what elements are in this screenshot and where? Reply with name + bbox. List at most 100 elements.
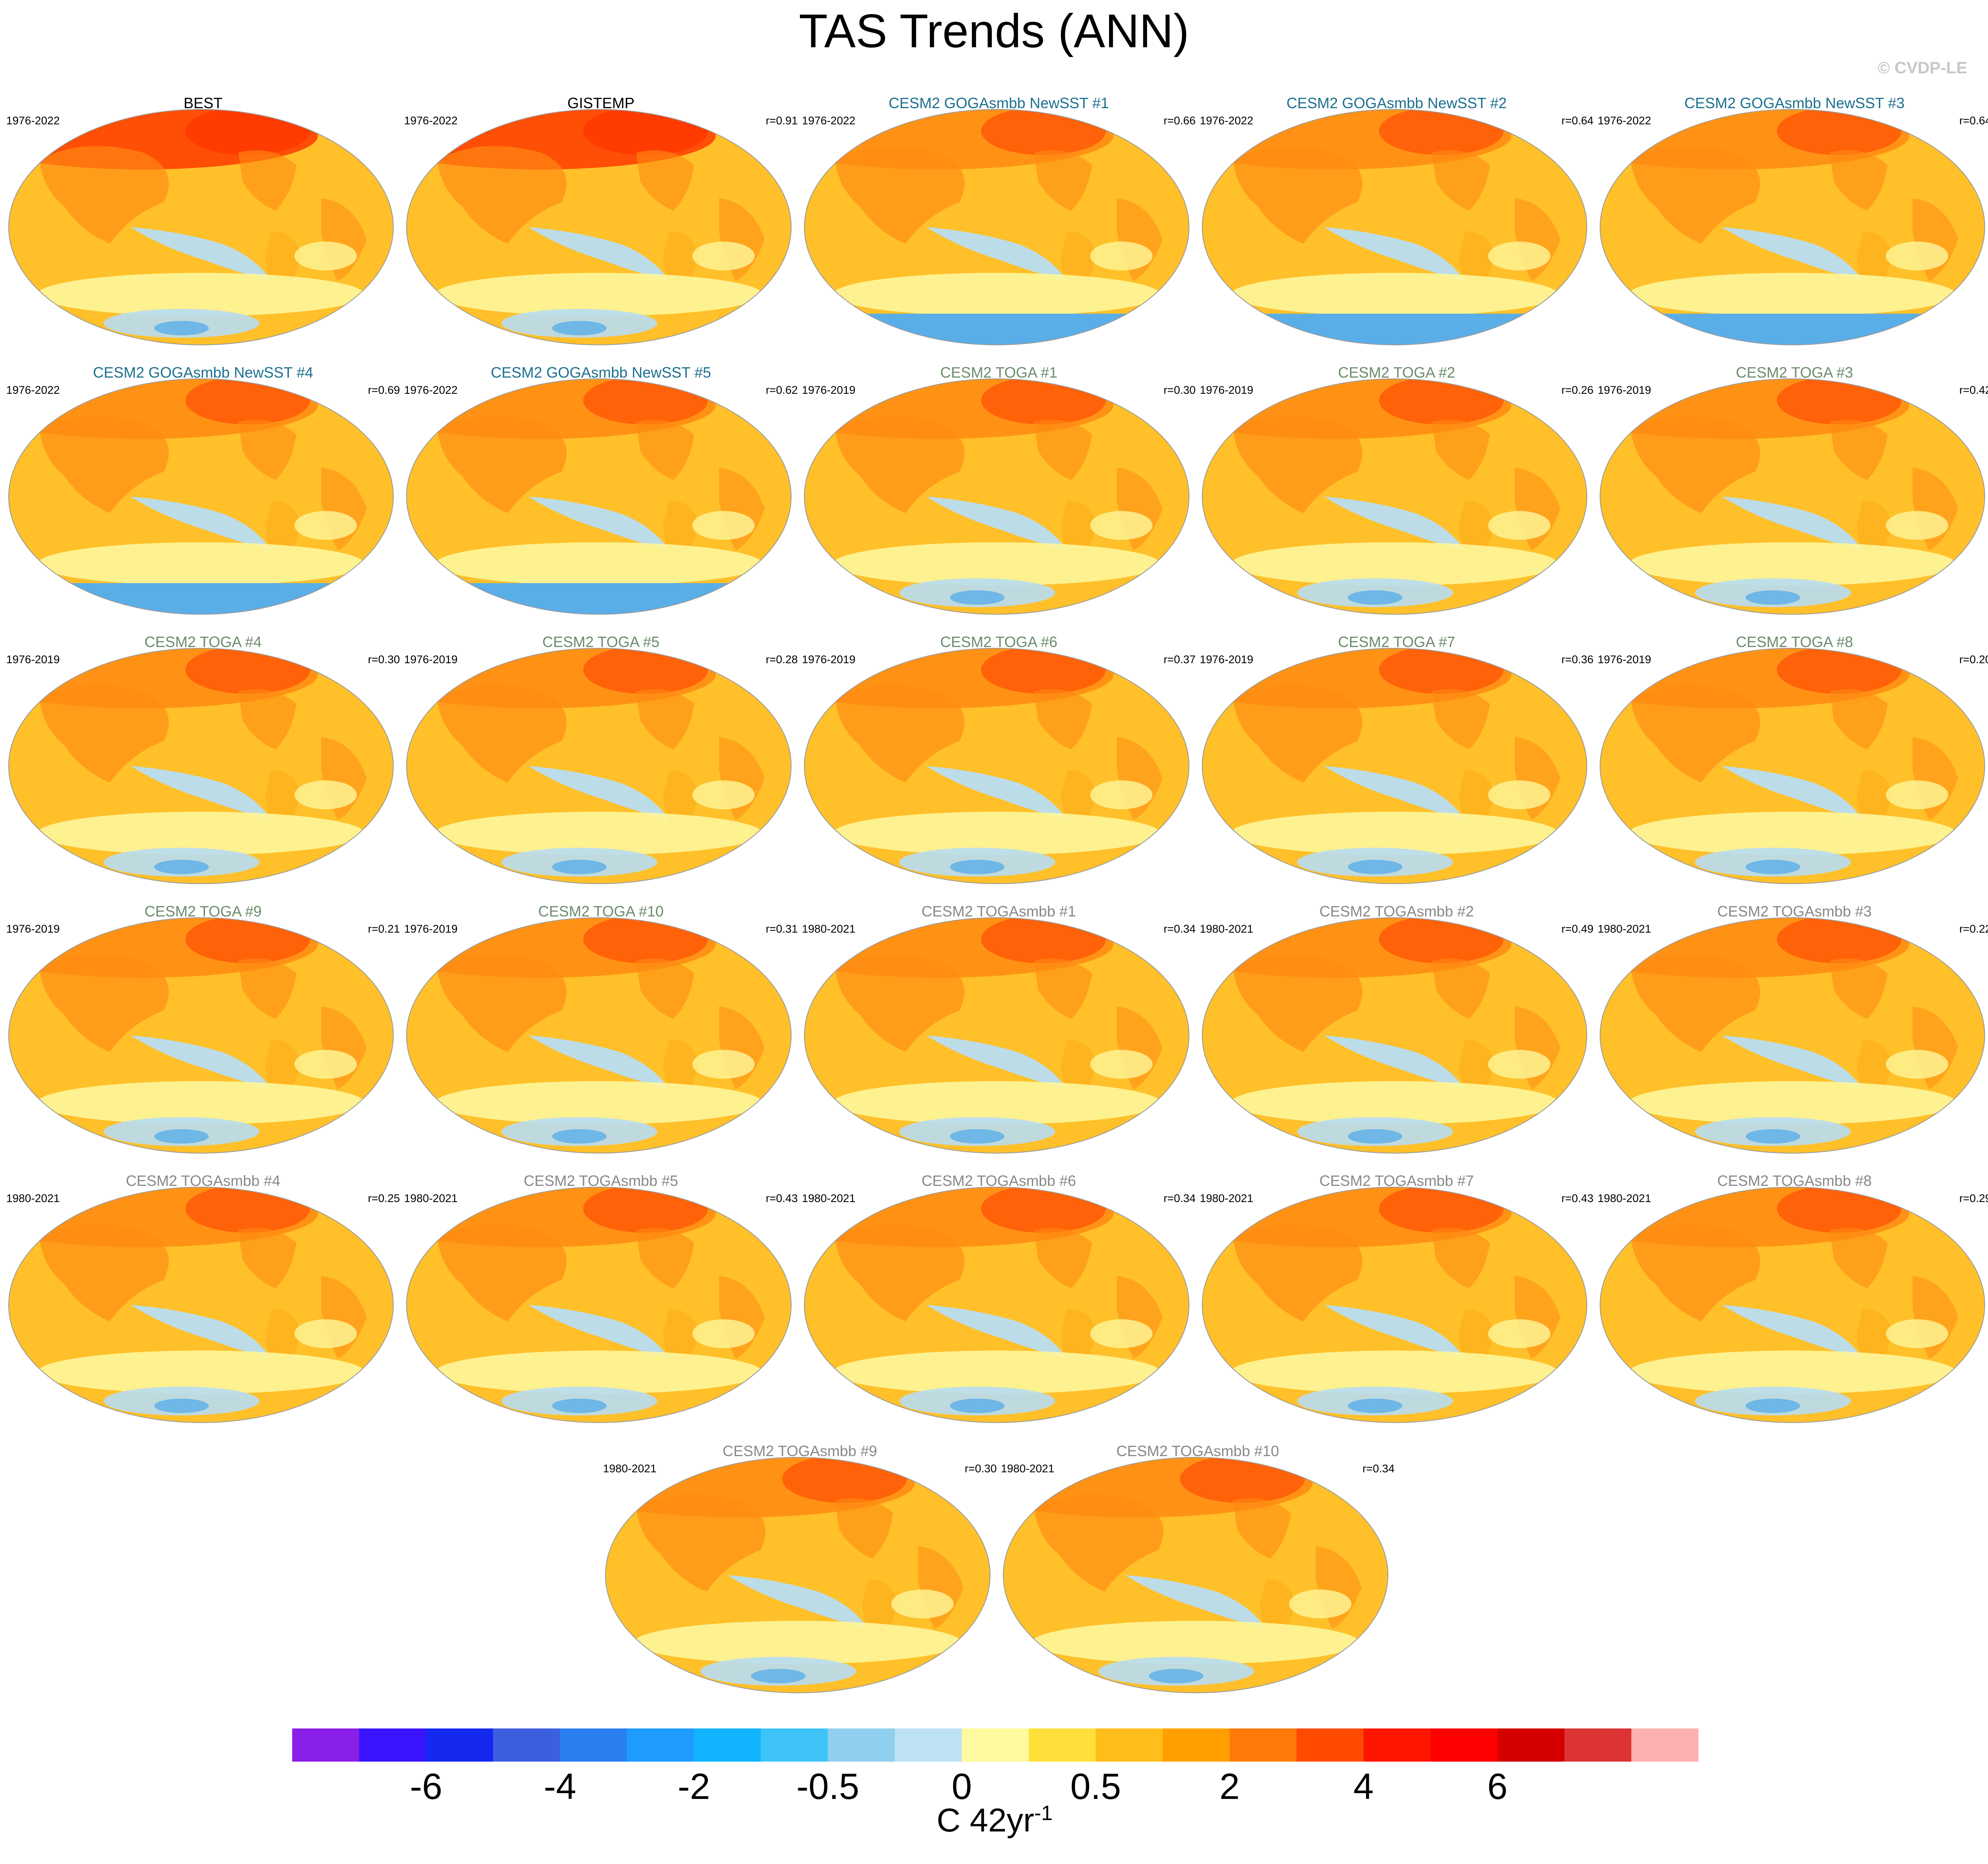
map-panel: CESM2 GOGAsmbb NewSST #3 1976-2022 r=0.64 [1598,95,1988,347]
panel-title: CESM2 TOGAsmbb #7 [1319,1172,1474,1189]
map-panel: CESM2 TOGA #3 1976-2019 r=0.42 [1598,364,1988,617]
panel-period: 1976-2022 [1200,114,1254,127]
map-panel: BEST 1976-2022 [6,95,400,347]
panel-title: CESM2 TOGA #6 [940,633,1058,650]
panel-correlation: r=0.21 [368,923,400,935]
map-panel: CESM2 TOGA #7 1976-2019 r=0.36 [1200,633,1593,886]
panel-correlation: r=0.31 [765,923,798,935]
trend-map [8,917,394,1154]
panel-title: CESM2 TOGAsmbb #6 [921,1172,1076,1189]
map-border [1600,109,1985,345]
map-border [406,648,792,884]
trend-map [406,378,792,615]
map-panel: CESM2 TOGA #6 1976-2019 r=0.37 [802,633,1196,886]
panel-title: CESM2 TOGA #2 [1338,364,1455,381]
trend-map [1600,648,1985,884]
map-border [804,648,1189,884]
panel-period: 1980-2021 [1001,1462,1055,1475]
panel-period: 1980-2021 [1200,1192,1254,1205]
map-border [804,917,1189,1154]
panel-period: 1976-2019 [6,923,60,935]
trend-map [8,648,394,884]
panel-period: 1976-2019 [1598,653,1651,666]
panel-correlation: r=0.62 [765,384,798,396]
trend-map [1600,378,1985,615]
panel-period: 1980-2021 [404,1192,458,1205]
panel-period: 1976-2019 [1598,384,1651,396]
map-panel: CESM2 GOGAsmbb NewSST #2 1976-2022 r=0.64 [1200,95,1593,347]
colorbar-segment [694,1728,761,1762]
panel-correlation: r=0.22 [1959,923,1988,935]
panel-correlation: r=0.34 [1362,1462,1395,1475]
map-border [1202,917,1587,1154]
map-panel: CESM2 TOGAsmbb #10 1980-2021 r=0.34 [1001,1442,1395,1695]
trend-map [1202,109,1587,345]
map-panel: CESM2 TOGAsmbb #3 1980-2021 r=0.22 [1598,903,1988,1156]
trend-map [605,1457,990,1693]
trend-map [8,378,394,615]
panel-period: 1976-2019 [1200,653,1254,666]
map-border [8,648,394,884]
map-border [8,917,394,1154]
panel-title: CESM2 TOGAsmbb #4 [126,1172,281,1189]
colorbar-segment [1029,1728,1096,1762]
trend-map [8,109,394,345]
map-border [804,109,1189,345]
colorbar-segment [627,1728,694,1762]
map-border [1202,1187,1587,1423]
colorbar-segment [1631,1728,1699,1762]
panel-period: 1980-2021 [1598,1192,1651,1205]
panel-correlation: r=0.25 [368,1192,400,1205]
map-panel: CESM2 TOGAsmbb #8 1980-2021 r=0.29 [1598,1172,1988,1425]
panel-title: CESM2 TOGA #8 [1736,633,1853,650]
map-border [1600,378,1985,615]
panel-correlation: r=0.66 [1163,114,1196,127]
colorbar-segment [1095,1728,1163,1762]
trend-map [1202,1187,1587,1423]
panel-correlation: r=0.37 [1163,653,1196,666]
map-panel: CESM2 TOGAsmbb #5 1980-2021 r=0.43 [404,1172,798,1425]
panel-title: CESM2 TOGA #3 [1736,364,1853,381]
map-border [804,378,1189,615]
map-border [1202,378,1587,615]
panel-period: 1980-2021 [1598,923,1651,935]
colorbar-segment [1564,1728,1632,1762]
colorbar-tick-label: 6 [1487,1766,1508,1807]
panel-title: CESM2 GOGAsmbb NewSST #5 [491,364,711,381]
panel-correlation: r=0.36 [1561,653,1593,666]
map-panel: CESM2 TOGAsmbb #4 1980-2021 r=0.25 [6,1172,400,1425]
panel-correlation: r=0.30 [1163,384,1196,396]
colorbar-segment [292,1728,360,1762]
panel-correlation: r=0.91 [765,114,798,127]
map-border [605,1457,990,1693]
panel-title: CESM2 GOGAsmbb NewSST #4 [93,364,313,381]
panel-period: 1976-2019 [404,923,458,935]
panel-period: 1976-2022 [6,384,60,396]
map-border [406,378,792,615]
colorbar-tick-label: -6 [410,1766,442,1807]
map-panel: CESM2 TOGA #2 1976-2019 r=0.26 [1200,364,1593,617]
map-panel: CESM2 TOGA #10 1976-2019 r=0.31 [404,903,798,1156]
panel-correlation: r=0.69 [368,384,400,396]
watermark: © CVDP-LE [1877,59,1967,77]
colorbar-tick-label: -2 [678,1766,710,1807]
trend-map [406,1187,792,1423]
panel-correlation: r=0.49 [1561,923,1593,935]
map-panel: GISTEMP 1976-2022 r=0.91 [404,95,798,347]
map-panel: CESM2 GOGAsmbb NewSST #1 1976-2022 r=0.66 [802,95,1196,347]
panel-title: CESM2 GOGAsmbb NewSST #3 [1684,95,1905,112]
trend-map [1600,917,1985,1154]
panel-title: CESM2 TOGA #9 [144,903,262,920]
panel-period: 1980-2021 [802,1192,856,1205]
map-border [8,109,394,345]
panel-title: CESM2 TOGAsmbb #8 [1717,1172,1872,1189]
panel-correlation: r=0.20 [1959,653,1988,666]
panel-correlation: r=0.29 [1959,1192,1988,1205]
map-border [1003,1457,1388,1693]
trend-map [804,1187,1189,1423]
map-border [804,1187,1189,1423]
map-border [406,109,792,345]
trend-map [1202,378,1587,615]
colorbar-tick-label: 2 [1220,1766,1240,1807]
map-panel: CESM2 TOGAsmbb #6 1980-2021 r=0.34 [802,1172,1196,1425]
